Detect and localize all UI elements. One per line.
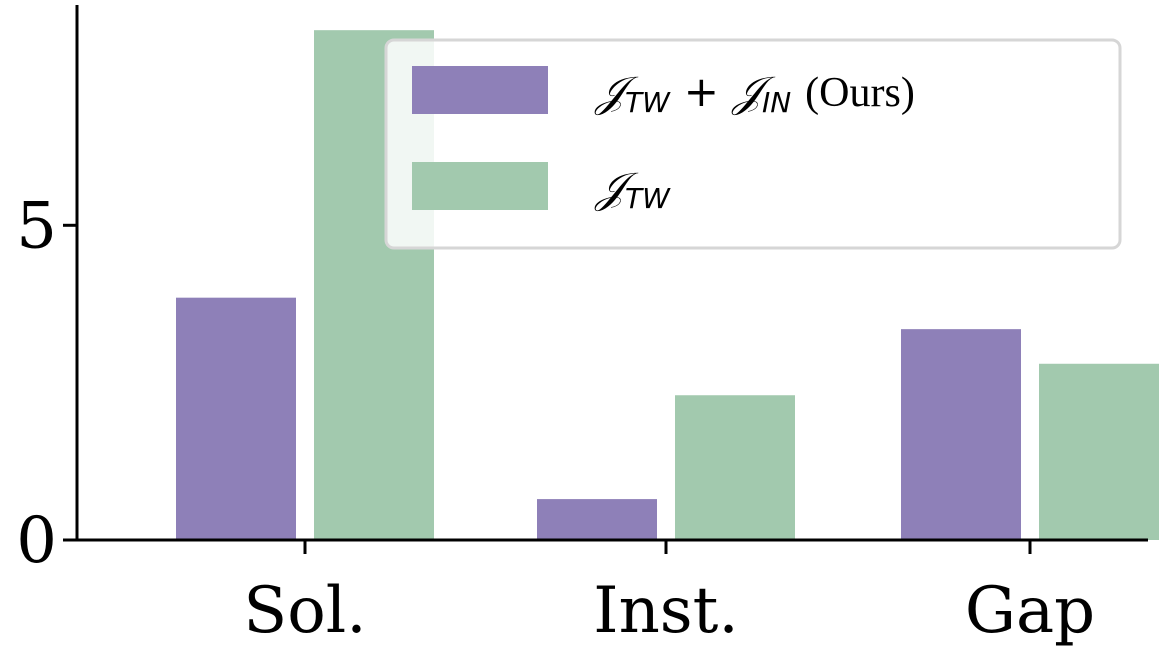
legend-tw-sub: TW: [625, 182, 671, 215]
x-tick-label: Gap: [965, 574, 1095, 648]
bar-inst-series-1: [675, 395, 795, 540]
legend-swatch-ours: [412, 66, 548, 114]
y-ticks-group: 05: [16, 189, 77, 578]
legend-ours-suffix: (Ours): [805, 70, 915, 116]
x-tick-label: Inst.: [593, 574, 738, 648]
legend-frame: [384, 38, 1122, 250]
legend: 𝒥TW + 𝒥IN (Ours) 𝒥TW: [384, 38, 1122, 250]
bar-gap-series-0: [901, 329, 1021, 540]
bar-inst-series-0: [537, 499, 657, 540]
bar-gap-series-1: [1039, 363, 1159, 540]
legend-swatch-tw: [412, 162, 548, 210]
bar-sol-series-0: [176, 297, 296, 540]
legend-ours-sub: TW: [625, 86, 671, 119]
legend-ours-plus: +: [684, 67, 719, 116]
x-ticks-group: Sol. Inst. Gap: [243, 540, 1095, 648]
x-tick-label: Sol.: [243, 574, 366, 648]
y-tick-label: 0: [16, 504, 57, 578]
y-tick-label: 5: [16, 189, 57, 263]
axes-group: [75, 5, 1148, 542]
legend-ours-sub2: IN: [762, 86, 791, 119]
